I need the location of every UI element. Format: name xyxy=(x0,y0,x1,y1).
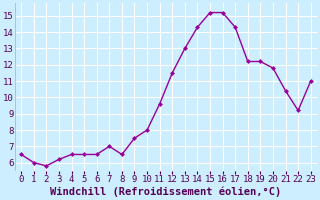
X-axis label: Windchill (Refroidissement éolien,°C): Windchill (Refroidissement éolien,°C) xyxy=(50,187,282,197)
